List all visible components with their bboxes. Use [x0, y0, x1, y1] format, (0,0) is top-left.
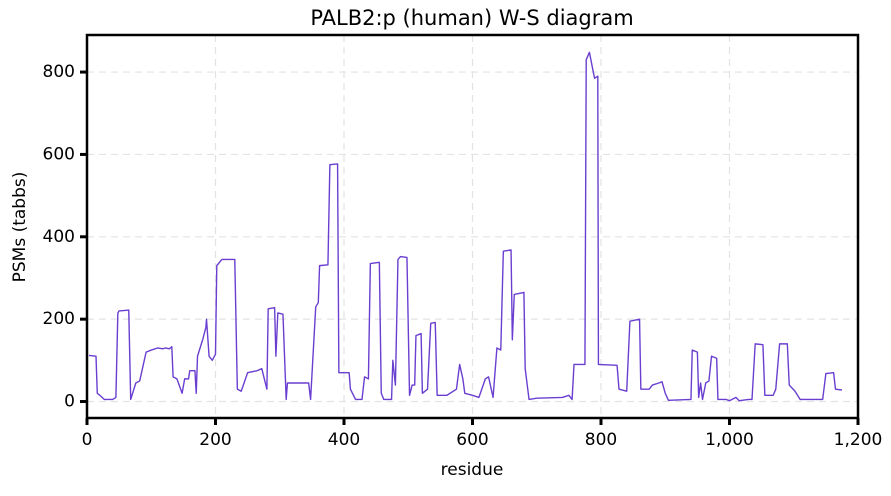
x-axis-label: residue	[441, 460, 504, 480]
chart-title: PALB2:p (human) W-S diagram	[310, 6, 633, 30]
x-tick-label: 800	[585, 430, 617, 450]
y-tick-label: 400	[43, 227, 75, 247]
ticks: 0 200 400 600 800 0 200 400 600 800 1,000 1,200	[43, 62, 883, 450]
y-tick-label: 800	[43, 62, 75, 82]
plot-area	[88, 51, 843, 402]
y-axis-label: PSMs (tabbs)	[10, 172, 30, 283]
y-tick-label: 0	[64, 392, 75, 412]
x-tick-label: 1,200	[834, 430, 883, 450]
x-tick-label: 1,000	[705, 430, 754, 450]
y-tick-label: 600	[43, 144, 75, 164]
grid	[86, 35, 859, 418]
x-tick-label: 600	[456, 430, 488, 450]
data-line	[88, 51, 843, 402]
x-tick-label: 400	[328, 430, 360, 450]
x-tick-label: 0	[82, 430, 93, 450]
y-tick-label: 200	[43, 309, 75, 329]
x-tick-label: 200	[199, 430, 231, 450]
